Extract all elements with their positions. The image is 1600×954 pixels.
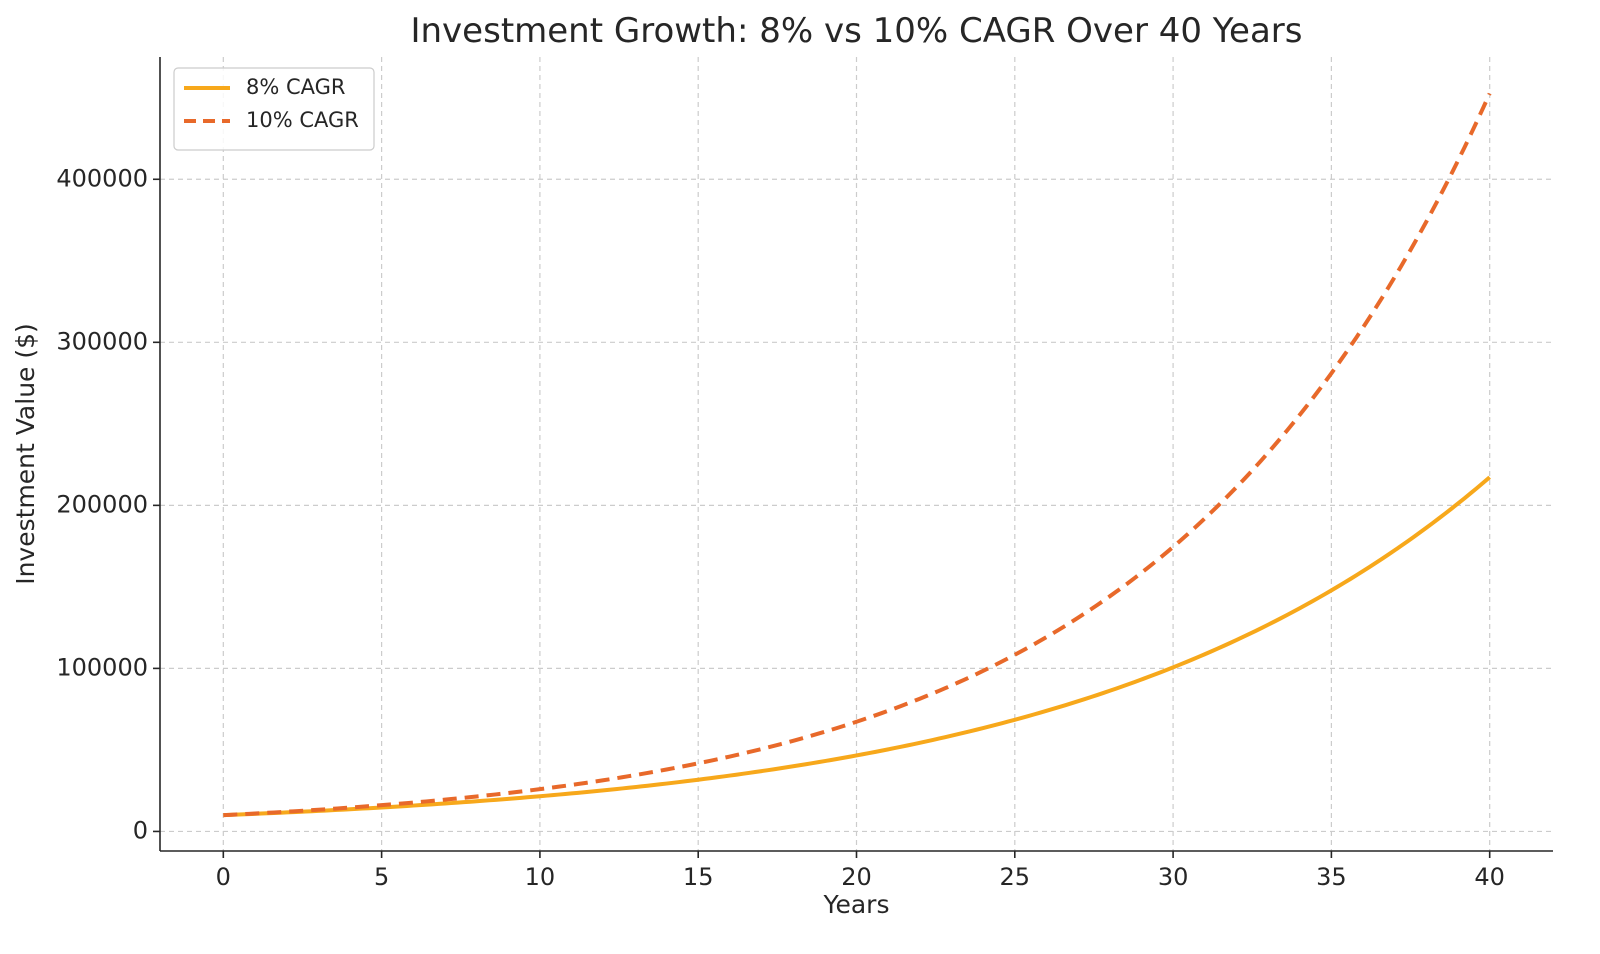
legend: 8% CAGR 10% CAGR xyxy=(173,67,375,151)
x-tick-label: 20 xyxy=(841,863,872,891)
y-tick-label: 400000 xyxy=(56,164,148,192)
x-tick-label: 5 xyxy=(374,863,389,891)
series-line-1 xyxy=(223,92,1492,818)
x-tick-label: 35 xyxy=(1316,863,1347,891)
x-tick-label: 30 xyxy=(1158,863,1189,891)
grid-layer xyxy=(160,57,1553,851)
series-layer xyxy=(223,92,1492,818)
legend-label-0: 8% CAGR xyxy=(246,75,346,99)
y-axis-label: Investment Value ($) xyxy=(11,323,40,585)
x-axis-label: Years xyxy=(823,890,890,919)
x-tick-label: 40 xyxy=(1474,863,1505,891)
y-tick-label: 100000 xyxy=(56,653,148,681)
series-line-0 xyxy=(223,475,1491,818)
chart-title: Investment Growth: 8% vs 10% CAGR Over 4… xyxy=(410,11,1302,51)
x-tick-label: 0 xyxy=(216,863,231,891)
y-tick-label: 0 xyxy=(133,816,148,844)
legend-label-1: 10% CAGR xyxy=(246,108,359,132)
ticks-layer: 0 5 10 15 20 25 30 35 40 0 100000 200000 300000 40000… xyxy=(56,164,1505,891)
y-tick-label: 200000 xyxy=(56,490,148,518)
y-tick-label: 300000 xyxy=(56,327,148,355)
x-tick-label: 10 xyxy=(525,863,556,891)
x-tick-label: 25 xyxy=(1000,863,1031,891)
x-tick-label: 15 xyxy=(683,863,714,891)
